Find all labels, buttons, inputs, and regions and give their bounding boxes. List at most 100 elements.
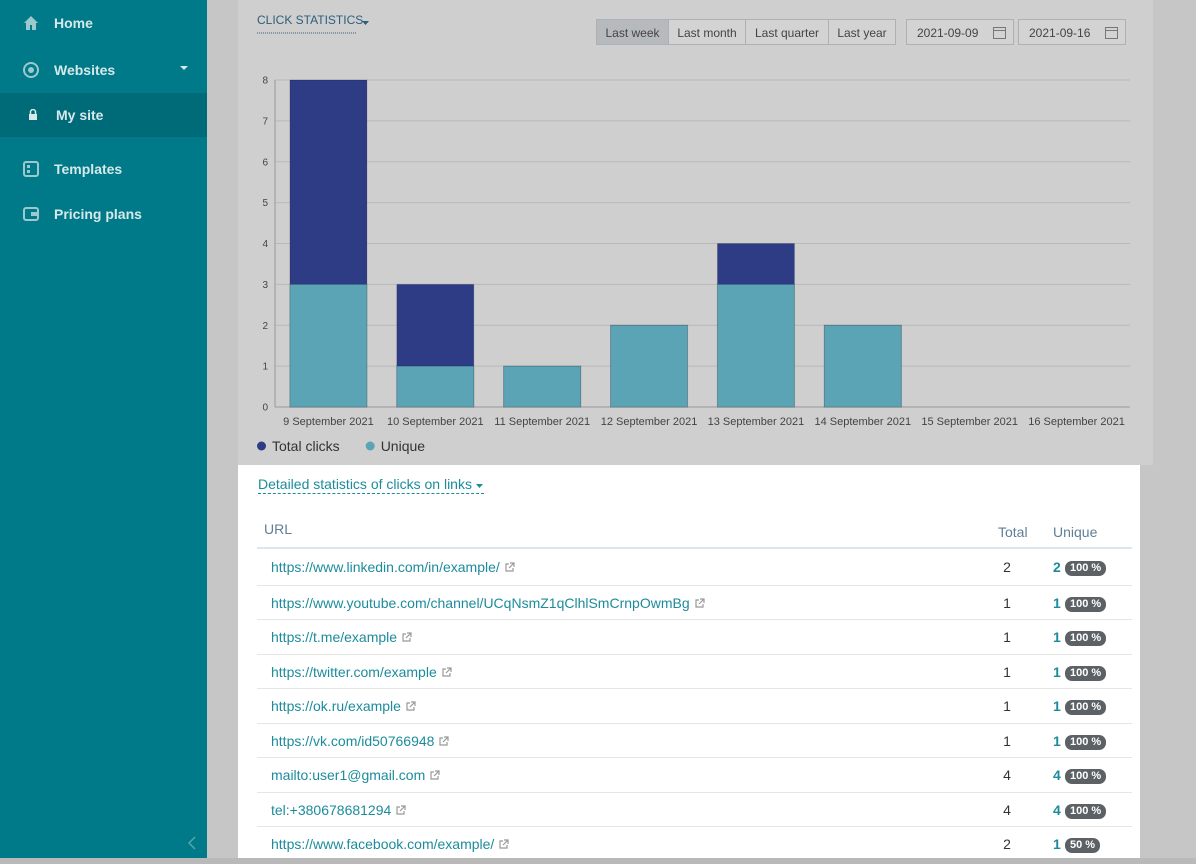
unique-cell: 1 xyxy=(1053,594,1061,611)
table-row: tel:+380678681294 4 4 100 % xyxy=(257,791,1132,827)
date-input[interactable]: 2021-09-09 xyxy=(906,19,1014,45)
legend-marker xyxy=(365,441,375,451)
percent-badge: 100 % xyxy=(1065,631,1107,646)
nav-label: Templates xyxy=(54,161,123,177)
y-tick-label: 1 xyxy=(262,362,268,373)
total-cell: 4 xyxy=(1003,801,1011,818)
calendar-icon xyxy=(1105,27,1118,39)
date-text: 2021-09-09 xyxy=(917,26,979,40)
table-title[interactable]: Detailed statistics of clicks on links xyxy=(258,476,484,494)
x-tick-label: 15 September 2021 xyxy=(921,416,1018,428)
period-button[interactable]: Last month xyxy=(668,19,746,45)
total-cell: 2 xyxy=(1003,836,1011,852)
table-row: https://twitter.com/example 1 1 100 % xyxy=(257,653,1132,689)
x-tick-label: 10 September 2021 xyxy=(387,416,484,428)
table-row: https://www.youtube.com/channel/UCqNsmZ1… xyxy=(257,584,1132,620)
unique-cell: 4 xyxy=(1053,767,1061,783)
external-link-icon xyxy=(695,597,705,608)
url-link[interactable]: https://ok.ru/example xyxy=(271,698,417,714)
nav-home[interactable]: Home xyxy=(0,1,207,45)
date-input[interactable]: 2021-09-16 xyxy=(1018,19,1126,45)
footer-strip xyxy=(0,858,1196,864)
nav-label: Websites xyxy=(54,62,116,78)
icon xyxy=(23,62,39,78)
y-tick-label: 4 xyxy=(262,239,268,250)
period-button[interactable]: Last week xyxy=(596,19,669,45)
legend-label: Total clicks xyxy=(272,438,340,454)
nav-label: Home xyxy=(54,15,93,31)
table-row: https://vk.com/id50766948 1 1 100 % xyxy=(257,722,1132,758)
external-link-icon xyxy=(499,839,509,849)
y-tick-label: 8 xyxy=(262,76,268,87)
url-text: https://ok.ru/example xyxy=(271,698,401,714)
url-text: https://www.facebook.com/example/ xyxy=(271,836,495,852)
date-text: 2021-09-16 xyxy=(1029,26,1091,40)
y-tick-label: 5 xyxy=(262,198,268,209)
x-tick-label: 11 September 2021 xyxy=(494,416,590,428)
url-link[interactable]: mailto:user1@gmail.com xyxy=(271,767,441,783)
bar xyxy=(503,365,582,408)
url-link[interactable]: https://t.me/example xyxy=(271,629,413,645)
bar xyxy=(396,365,475,408)
x-tick-label: 9 September 2021 xyxy=(283,416,374,428)
url-link[interactable]: https://twitter.com/example xyxy=(271,664,453,680)
url-text: https://twitter.com/example xyxy=(271,663,437,680)
url-link[interactable]: tel:+380678681294 xyxy=(271,802,407,818)
url-link[interactable]: https://www.facebook.com/example/ xyxy=(271,836,510,852)
url-link[interactable]: https://www.linkedin.com/in/example/ xyxy=(271,559,516,575)
unique-cell: 1 xyxy=(1053,663,1061,680)
percent-badge: 100 % xyxy=(1065,734,1107,750)
unique-cell: 1 xyxy=(1053,629,1061,645)
y-tick-label: 3 xyxy=(262,280,268,291)
bar xyxy=(289,283,368,408)
period-button[interactable]: Last quarter xyxy=(745,19,829,45)
percent-badge: 100 % xyxy=(1065,596,1107,612)
external-link-icon xyxy=(396,804,406,815)
percent-badge: 50 % xyxy=(1065,838,1101,853)
header-unique: Unique xyxy=(1053,524,1098,540)
x-tick-label: 14 September 2021 xyxy=(814,416,911,428)
percent-badge: 100 % xyxy=(1065,561,1107,576)
external-link-icon xyxy=(430,770,440,780)
table-row: mailto:user1@gmail.com 4 4 100 % xyxy=(257,757,1132,792)
x-tick-label: 13 September 2021 xyxy=(708,416,805,428)
url-text: https://www.youtube.com/channel/UCqNsmZ1… xyxy=(271,594,690,611)
nav-websites[interactable]: Websites xyxy=(0,48,207,92)
external-link-icon xyxy=(402,632,412,642)
period-button[interactable]: Last year xyxy=(828,19,896,45)
table-title-text: Detailed statistics of clicks on links xyxy=(258,476,472,492)
table-row: https://www.linkedin.com/in/example/2 2 10… xyxy=(257,550,1132,584)
chart-title[interactable]: CLICK STATISTICS xyxy=(257,13,363,27)
table-row: https://ok.ru/example 1 1 100 % xyxy=(257,688,1132,723)
caret xyxy=(475,484,483,488)
unique-cell: 1 xyxy=(1053,732,1061,749)
total-cell: 1 xyxy=(1003,594,1011,611)
url-link[interactable]: https://vk.com/id50766948 xyxy=(271,733,450,749)
icon xyxy=(29,109,37,120)
total-cell: 1 xyxy=(1003,629,1011,645)
url-link[interactable]: https://www.youtube.com/channel/UCqNsmZ1… xyxy=(271,595,706,611)
y-tick-label: 7 xyxy=(262,116,268,127)
table-row: https://www.facebook.com/example/2 1 50 % xyxy=(257,826,1132,861)
y-tick-label: 0 xyxy=(262,403,268,414)
nav-my-site[interactable]: My site xyxy=(0,93,207,137)
header-rule xyxy=(257,547,1132,549)
nav-templates[interactable]: Templates xyxy=(0,147,207,191)
url-text: mailto:user1@gmail.com xyxy=(271,767,426,783)
legend-label: Unique xyxy=(381,438,426,454)
table-row: https://t.me/example 1 1 100 % xyxy=(257,619,1132,654)
external-link-icon xyxy=(505,562,515,572)
chart: CLICK STATISTICS 0 1 2 3 4 5 6 7 8 9 September 20… xyxy=(257,13,1130,454)
collapse-arrow[interactable] xyxy=(187,836,197,850)
y-tick-label: 2 xyxy=(262,321,268,332)
url-text: https://www.linkedin.com/in/example/ xyxy=(271,559,500,575)
external-link-icon xyxy=(442,666,452,677)
header-total: Total xyxy=(998,524,1028,540)
percent-badge: 100 % xyxy=(1065,665,1107,681)
unique-cell: 4 xyxy=(1053,801,1061,818)
nav-pricing[interactable]: Pricing plans xyxy=(0,192,207,236)
percent-badge: 100 % xyxy=(1065,769,1107,784)
table-panel: Detailed statistics of clicks on links U… xyxy=(238,465,1140,858)
nav-label: My site xyxy=(56,107,104,123)
sidebar: Home Websites My site Templates Pricing … xyxy=(0,0,207,858)
